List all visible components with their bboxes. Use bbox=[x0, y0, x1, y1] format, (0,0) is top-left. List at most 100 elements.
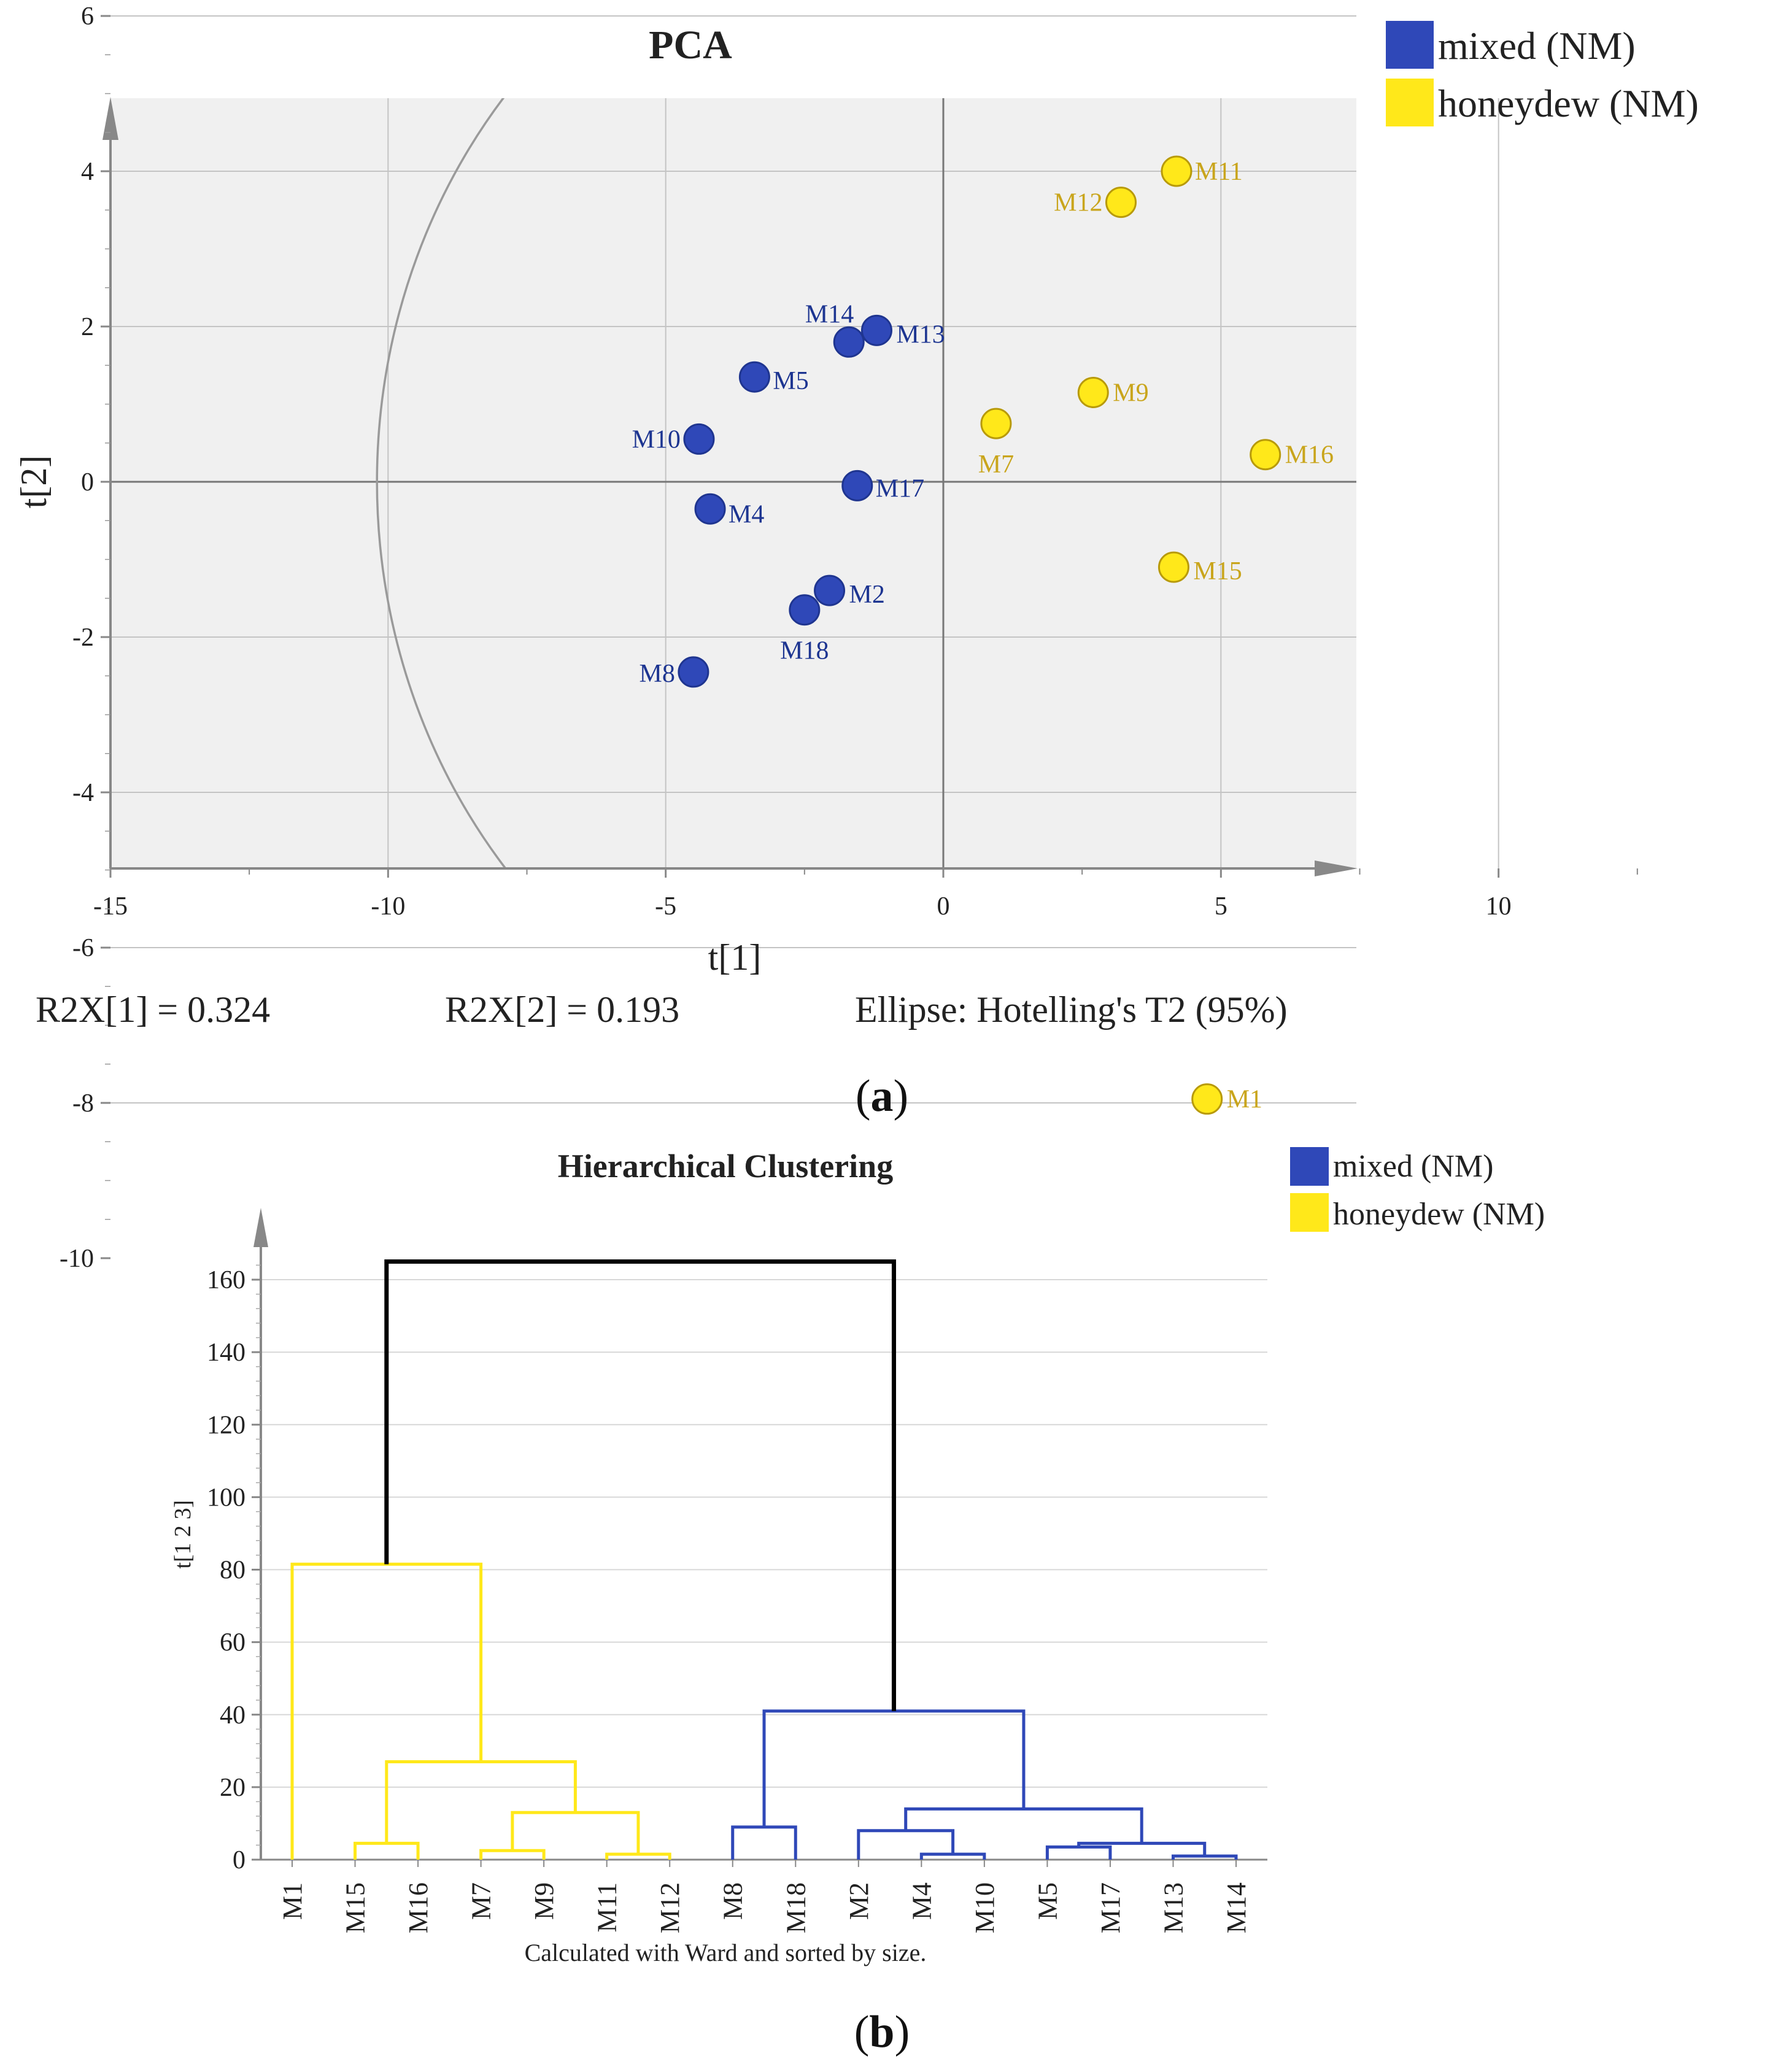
dendro-leaf-label-m17: M17 bbox=[1096, 1882, 1126, 1933]
pca-point-label-m8: M8 bbox=[640, 660, 675, 688]
pca-point-label-m15: M15 bbox=[1193, 557, 1242, 586]
pca-point-m7 bbox=[980, 408, 1012, 439]
pca-y-tick-label: 6 bbox=[81, 2, 94, 31]
dendro-leaf-label-m1: M1 bbox=[277, 1882, 307, 1920]
pca-point-label-m17: M17 bbox=[876, 474, 924, 503]
dendro-ticks: 0 20 40 60 80 100 120 140 160 bbox=[207, 1264, 1237, 1874]
panel-label-b-letter: b bbox=[869, 2007, 894, 2057]
legend-b-swatch-mixed bbox=[1290, 1147, 1329, 1186]
dendro-legend: mixed (NM) honeydew (NM) bbox=[1290, 1147, 1545, 1232]
legend-a-swatch-honeydew bbox=[1386, 79, 1434, 126]
pca-point-m4 bbox=[694, 493, 726, 525]
dendro-leaf-label-m5: M5 bbox=[1032, 1882, 1062, 1920]
r2x1-text: R2X[1] = 0.324 bbox=[36, 989, 270, 1030]
pca-point-label-m16: M16 bbox=[1285, 441, 1334, 470]
dendro-y-label: t[1 2 3] bbox=[170, 1500, 196, 1569]
dendro-leaf-label-m11: M11 bbox=[592, 1882, 622, 1933]
dendro-link-m7 bbox=[904, 1807, 1143, 1844]
dendro-link-h2 bbox=[479, 1849, 546, 1860]
dendro-y-tick-label: 80 bbox=[220, 1556, 245, 1585]
pca-x-tick-label: 10 bbox=[1486, 892, 1512, 921]
dendro-link-h5 bbox=[385, 1760, 577, 1844]
pca-point-label-m18: M18 bbox=[780, 637, 829, 665]
pca-x-tick-label: -5 bbox=[655, 892, 676, 921]
panel-label-a-letter: a bbox=[871, 1071, 894, 1121]
pca-y-tick-label: -2 bbox=[72, 624, 94, 652]
pca-y-tick-label: 4 bbox=[81, 158, 94, 186]
dendro-y-tick-label: 20 bbox=[220, 1774, 245, 1802]
pca-ellipse-group bbox=[376, 98, 508, 868]
pca-point-m2 bbox=[814, 574, 846, 606]
pca-x-label: t[1] bbox=[708, 937, 762, 978]
dendro-title: Hierarchical Clustering bbox=[558, 1148, 893, 1185]
dendro-leaf-label-m15: M15 bbox=[341, 1882, 371, 1933]
dendro-leaf-label-m8: M8 bbox=[718, 1882, 748, 1920]
pca-point-m5 bbox=[738, 361, 770, 393]
pca-y-label: t[2] bbox=[14, 455, 54, 509]
pca-point-m9 bbox=[1077, 377, 1109, 409]
dendro-link-h1 bbox=[354, 1841, 420, 1860]
dendro-link-m5 bbox=[1045, 1845, 1112, 1860]
dendro-leaf-label-m10: M10 bbox=[970, 1882, 1000, 1933]
pca-point-label-m2: M2 bbox=[849, 581, 885, 609]
pca-point-label-m11: M11 bbox=[1195, 158, 1243, 186]
pca-y-tick-label: -8 bbox=[72, 1089, 94, 1118]
pca-point-m13 bbox=[860, 314, 892, 346]
pca-title: PCA bbox=[649, 23, 732, 68]
pca-y-tick-label: 0 bbox=[81, 468, 94, 497]
pca-point-label-m4: M4 bbox=[729, 500, 764, 528]
pca-point-label-m14: M14 bbox=[805, 300, 854, 328]
dendro-leaf-label-m2: M2 bbox=[844, 1882, 874, 1920]
pca-point-m17 bbox=[841, 470, 873, 501]
dendro-leaf-label-m14: M14 bbox=[1221, 1882, 1251, 1933]
pca-point-label-m12: M12 bbox=[1054, 189, 1102, 217]
dendro-link-m6 bbox=[1077, 1841, 1207, 1857]
pca-point-m10 bbox=[683, 423, 715, 455]
legend-b-label-mixed: mixed (NM) bbox=[1333, 1149, 1493, 1184]
dendro-leaf-label-m12: M12 bbox=[655, 1882, 685, 1933]
pca-x-tick-label: 0 bbox=[937, 892, 950, 921]
legend-b-label-honeydew: honeydew (NM) bbox=[1333, 1197, 1545, 1232]
pca-point-m8 bbox=[678, 656, 709, 688]
dendro-y-axis-arrow bbox=[253, 1208, 268, 1247]
pca-hotelling-ellipse bbox=[376, 98, 508, 868]
pca-y-tick-label: -6 bbox=[72, 934, 94, 962]
pca-point-label-m1: M1 bbox=[1227, 1086, 1262, 1114]
pca-point-label-m13: M13 bbox=[896, 320, 945, 349]
dendro-leaf-label-m13: M13 bbox=[1158, 1882, 1188, 1933]
dendro-leaf-labels: M1 M15 M16 M7 M9 M11 M12 M8 M18 M2 M4 M10 M5 M17 M13 M1… bbox=[277, 1882, 1251, 1933]
pca-point-label-m10: M10 bbox=[632, 425, 681, 454]
dendro-y-tick-label: 160 bbox=[207, 1266, 245, 1294]
r2x2-text: R2X[2] = 0.193 bbox=[445, 989, 679, 1030]
dendro-leaf-label-m4: M4 bbox=[906, 1882, 937, 1920]
pca-point-m18 bbox=[789, 594, 821, 626]
dendro-y-tick-label: 100 bbox=[207, 1483, 245, 1512]
legend-a-label-honeydew: honeydew (NM) bbox=[1438, 82, 1699, 125]
pca-y-tick-label: -10 bbox=[60, 1245, 94, 1273]
dendro-y-tick-label: 0 bbox=[233, 1846, 245, 1874]
pca-zero-lines bbox=[110, 98, 1356, 868]
panel-label-b: (b) bbox=[854, 2007, 910, 2057]
pca-point-m11 bbox=[1161, 155, 1192, 187]
pca-point-m1 bbox=[1191, 1083, 1223, 1115]
dendro-link-h4 bbox=[511, 1811, 640, 1855]
panel-label-a: (a) bbox=[856, 1071, 908, 1121]
pca-grid bbox=[110, 15, 1499, 1104]
pca-x-axis-arrow bbox=[1315, 860, 1358, 876]
pca-y-tick-label: 2 bbox=[81, 313, 94, 341]
dendro-leaf-label-m9: M9 bbox=[529, 1882, 559, 1920]
pca-point-label-m9: M9 bbox=[1113, 379, 1148, 408]
pca-x-tick-label: -10 bbox=[371, 892, 405, 921]
dendro-leaf-label-m7: M7 bbox=[466, 1882, 497, 1920]
pca-point-m16 bbox=[1250, 439, 1281, 471]
dendro-leaf-label-m16: M16 bbox=[403, 1882, 433, 1933]
pca-plot-area bbox=[110, 98, 1356, 868]
pca-y-tick-label: -4 bbox=[72, 779, 94, 807]
legend-a-label-mixed: mixed (NM) bbox=[1438, 24, 1636, 68]
dendro-links bbox=[290, 1259, 1238, 1860]
dendro-caption: Calculated with Ward and sorted by size. bbox=[525, 1939, 927, 1966]
pca-legend: mixed (NM) honeydew (NM) bbox=[1386, 21, 1699, 126]
